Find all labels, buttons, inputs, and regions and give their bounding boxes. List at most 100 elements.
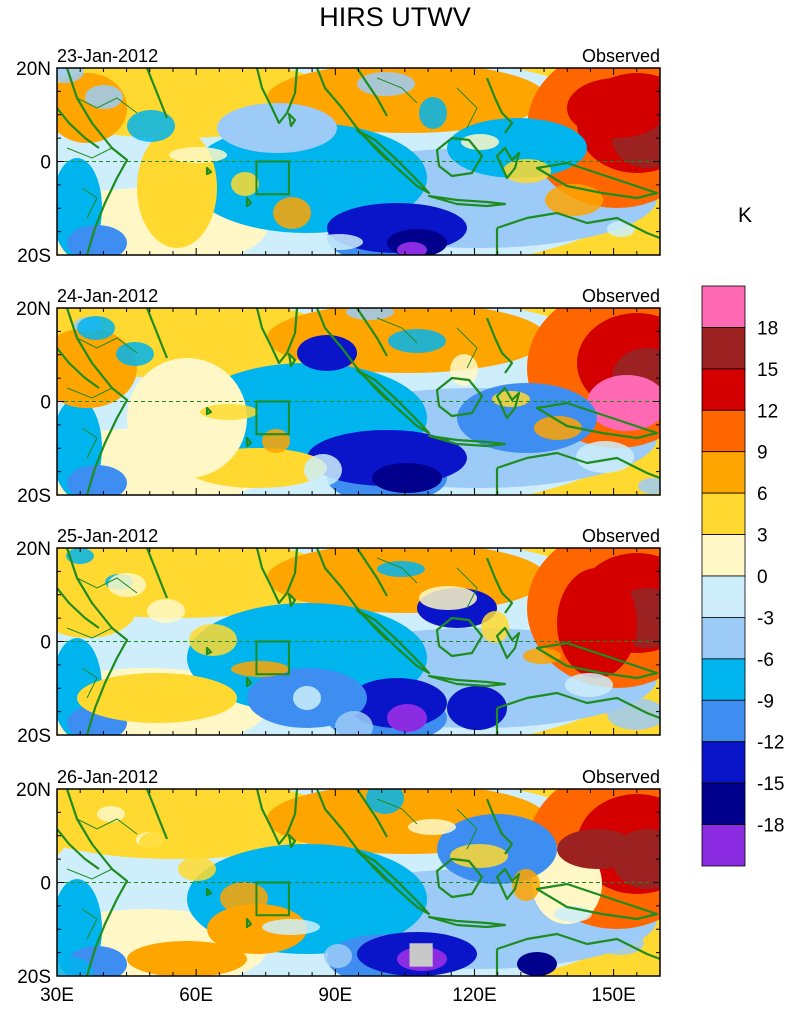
y-tick-label: 20N [16,780,51,801]
contour-region [461,134,499,150]
coastline [65,789,129,976]
coastline [435,857,484,899]
contour-region [231,172,259,196]
panel-observed-label: Observed [582,526,660,546]
coastline [485,77,514,134]
country-borders [66,317,478,459]
contour-field [57,68,660,255]
coastline [535,882,659,921]
coastline [496,691,660,720]
coastline [356,789,388,838]
coastline [495,867,521,901]
coastline [57,347,100,389]
coastline [355,608,431,675]
coastline [496,932,660,961]
chart-title: HIRS UTWV [319,2,471,32]
panel-observed-label: Observed [582,46,660,66]
country-border [376,557,418,584]
x-tick-label: 90E [318,985,352,1006]
contour-region [200,404,258,420]
coastline [205,166,213,176]
colorbar-swatch [701,699,746,743]
contour-region [567,78,660,138]
country-border [456,327,478,369]
colorbar: 18 15 12 9 6 3 0 -3 -6 -9 -12 -15 -18 [701,285,784,867]
colorbar-label: -6 [757,650,774,671]
coastline [496,451,660,480]
contour-region [517,952,557,976]
x-tick-label: 60E [179,985,213,1006]
contour-region [315,234,363,250]
coastline [315,68,388,161]
study-box [255,640,290,676]
contour-region [217,103,337,153]
coastline [427,674,507,688]
colorbar-label: 3 [757,526,768,547]
contour-region [366,789,404,814]
colorbar-label: -15 [757,774,784,795]
contour-region [372,463,442,493]
contour-region [57,789,337,859]
y-tick-label: 20S [17,967,51,988]
coastline [255,308,299,365]
panel-date-label: 26-Jan-2012 [57,767,158,787]
country-border [81,908,98,940]
contour-region [116,342,154,366]
contour-region [607,698,660,730]
coastline [255,548,299,605]
colorbar-label: 0 [757,567,768,588]
study-box [255,160,290,196]
country-border [81,427,98,459]
contour-region [596,931,644,955]
colorbar-swatch [701,327,746,370]
contour-region [293,686,321,710]
contour-region [304,454,342,486]
coastlines [57,789,660,976]
contour-region [147,599,185,623]
coastline [315,308,388,401]
colorbar-swatch [701,741,746,784]
coastline [485,557,514,614]
contour-region [67,225,127,255]
contour-region [169,147,227,163]
coastline [287,833,297,849]
contour-field [57,789,660,976]
contour-region [335,711,373,735]
country-border [81,667,98,699]
colorbar-swatch [701,824,746,867]
colorbar-swatch [701,492,746,535]
coastline [495,386,521,420]
missing-data-cell [409,943,433,967]
coastline [427,434,507,448]
contour-region [450,844,508,868]
coastline [356,68,388,117]
coastline [145,789,169,840]
colorbar-swatch [701,368,746,411]
contour-region [127,941,247,976]
coastline [535,161,659,200]
y-tick-label: 20S [17,246,51,267]
coastline [427,915,507,929]
coastline [245,436,253,448]
contour-region [388,329,446,353]
colorbar-swatch [701,534,746,577]
panel-date-label: 24-Jan-2012 [57,286,158,306]
country-border [456,87,478,129]
country-border [76,577,138,594]
x-tick-label: 120E [452,985,496,1006]
map-panel: 20N 0 20S 26-Jan-2012 Observed [16,767,661,988]
contour-region [557,568,637,678]
contour-region [67,465,127,495]
country-borders [66,77,478,219]
map-panel: 20N 0 20S 25-Jan-2012 Observed [16,526,661,747]
coastline [205,887,213,897]
contour-region [450,354,478,386]
coastline [57,587,100,629]
contour-region [77,316,115,340]
coastline [496,211,660,240]
coastline [355,368,431,435]
contour-region [85,85,123,109]
coastline [255,68,299,125]
y-tick-label: 20N [16,299,51,320]
contour-region [139,831,177,855]
